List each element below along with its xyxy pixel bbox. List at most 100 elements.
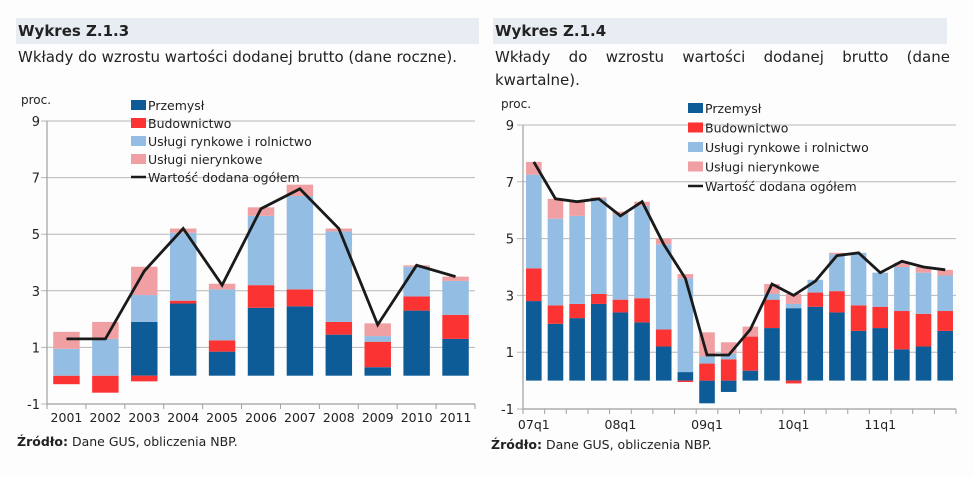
legend-label: Budownictwo xyxy=(705,121,788,136)
legend-label: Budownictwo xyxy=(148,116,231,131)
source-text: Dane GUS, obliczenia NBP. xyxy=(542,437,712,452)
bar-budownictwo xyxy=(325,321,353,335)
bar-przemysl xyxy=(325,334,353,376)
bar-stack-10q4 xyxy=(850,252,867,381)
bar-stack-09q2 xyxy=(720,342,737,392)
bar-przemysl xyxy=(785,308,802,381)
y-tick-label: -1 xyxy=(501,403,514,418)
line-series-wartosc-dodana-ogolem xyxy=(66,187,456,341)
bar-uslugi-rynkowe-i-rolnictwo xyxy=(829,254,845,292)
bar-budownictwo xyxy=(915,313,932,347)
source-label: Źródło: xyxy=(491,437,542,452)
bar-stack-07q2 xyxy=(547,198,564,381)
y-tick-label: 3 xyxy=(506,289,514,304)
legend-swatch xyxy=(688,142,703,152)
x-tick-label: 2010 xyxy=(401,410,433,425)
bar-stack-2009 xyxy=(364,323,391,376)
bar-uslugi-nierynkowe xyxy=(785,293,802,304)
quarterly-chart: -1 1 3 5 7 9 proc. 07q1 08q1 09q1 10q1 11q1 Przemysł… xyxy=(501,97,957,432)
bar-budownictwo xyxy=(53,375,80,385)
bar-przemysl xyxy=(569,318,585,381)
bar-stack-11q2 xyxy=(894,262,910,381)
bar-uslugi-nierynkowe xyxy=(894,262,910,267)
line-series-wartosc-dodana-ogolem xyxy=(532,161,946,357)
bar-uslugi-rynkowe-i-rolnictwo xyxy=(655,244,672,330)
chart-subtitle: Wkłady do wzrostu wartości dodanej brutt… xyxy=(18,48,457,66)
bar-uslugi-rynkowe-i-rolnictwo xyxy=(699,356,715,364)
bar-przemysl xyxy=(403,310,430,376)
bar-przemysl xyxy=(208,351,236,376)
bar-uslugi-rynkowe-i-rolnictwo xyxy=(547,218,564,306)
bar-przemysl xyxy=(442,338,469,376)
bar-przemysl xyxy=(590,303,607,381)
legend-label: Przemysł xyxy=(705,101,762,116)
bar-przemysl xyxy=(634,322,650,381)
source-text: Dane GUS, obliczenia NBP. xyxy=(68,434,238,449)
bar-stack-08q4 xyxy=(677,274,694,383)
legend-label: Usługi nierynkowe xyxy=(705,160,820,175)
bar-stack-08q2 xyxy=(634,201,650,381)
bar-budownictwo xyxy=(169,300,197,304)
bar-budownictwo xyxy=(569,303,585,319)
legend-label: Usługi rynkowe i rolnictwo xyxy=(148,134,312,149)
bar-budownictwo xyxy=(634,298,650,323)
y-tick-label: 9 xyxy=(506,119,514,134)
bar-stack-07q1 xyxy=(526,161,542,381)
bar-przemysl xyxy=(526,301,542,381)
source-note: Źródło: Dane GUS, obliczenia NBP. xyxy=(17,434,238,449)
bar-przemysl xyxy=(247,307,275,376)
bar-przemysl xyxy=(131,321,158,376)
legend-swatch xyxy=(131,154,146,164)
bar-stack-2007 xyxy=(286,184,314,376)
bar-uslugi-nierynkowe xyxy=(612,211,629,215)
panel-quarterly: Wykres Z.1.4 Wkłady do wzrostu wartości … xyxy=(487,0,974,477)
bar-budownictwo xyxy=(720,359,737,381)
chart-title: Wykres Z.1.4 xyxy=(493,18,947,44)
chart-title: Wykres Z.1.3 xyxy=(16,18,479,44)
bar-stack-2008 xyxy=(325,228,353,376)
bar-uslugi-rynkowe-i-rolnictwo xyxy=(569,215,585,304)
legend-swatch xyxy=(688,103,703,113)
x-tick-label: 2009 xyxy=(362,410,394,425)
bar-stack-2002 xyxy=(92,321,119,393)
bar-uslugi-rynkowe-i-rolnictwo xyxy=(872,272,889,307)
bar-przemysl xyxy=(894,349,910,381)
y-tick-label: 7 xyxy=(32,172,40,187)
bar-uslugi-nierynkowe xyxy=(53,331,80,349)
bar-stack-10q1 xyxy=(785,293,802,384)
y-tick-label: 5 xyxy=(32,228,40,243)
bar-uslugi-nierynkowe xyxy=(569,201,585,216)
bar-stack-11q3 xyxy=(915,267,932,381)
bar-budownictwo xyxy=(612,299,629,313)
bar-budownictwo xyxy=(131,375,158,382)
y-tick-label: 3 xyxy=(32,285,40,300)
bar-budownictwo xyxy=(894,311,910,350)
bar-uslugi-rynkowe-i-rolnictwo xyxy=(677,278,694,373)
bar-przemysl xyxy=(547,323,564,381)
bar-uslugi-nierynkowe xyxy=(915,267,932,273)
x-tick-label: 08q1 xyxy=(605,417,637,432)
bar-budownictwo xyxy=(850,305,867,331)
bar-budownictwo xyxy=(742,336,759,371)
bar-stack-2011 xyxy=(442,276,469,376)
bar-uslugi-rynkowe-i-rolnictwo xyxy=(937,275,953,312)
bar-stack-09q1 xyxy=(699,332,715,404)
legend: Przemysł Budownictwo Usługi rynkowe i roln… xyxy=(131,98,312,185)
source-note: Źródło: Dane GUS, obliczenia NBP. xyxy=(491,437,712,452)
bar-przemysl xyxy=(764,328,780,381)
legend-swatch xyxy=(688,122,703,133)
bar-przemysl xyxy=(286,306,314,376)
x-tick-label: 2001 xyxy=(51,410,83,425)
bar-stack-2006 xyxy=(247,207,275,376)
bar-przemysl xyxy=(872,328,889,381)
legend: Przemysł Budownictwo Usługi rynkowe i roln… xyxy=(688,101,869,194)
x-tick-label: 10q1 xyxy=(778,417,810,432)
bar-przemysl xyxy=(677,372,694,381)
bar-budownictwo xyxy=(92,375,119,393)
bar-uslugi-rynkowe-i-rolnictwo xyxy=(785,303,802,309)
bar-budownictwo xyxy=(937,311,953,331)
x-tick-label: 11q1 xyxy=(864,417,896,432)
legend-item-wartosc-dodana-ogolem: Wartość dodana ogółem xyxy=(131,170,300,185)
legend-label: Usługi nierynkowe xyxy=(148,152,263,167)
bar-uslugi-nierynkowe xyxy=(937,269,953,276)
